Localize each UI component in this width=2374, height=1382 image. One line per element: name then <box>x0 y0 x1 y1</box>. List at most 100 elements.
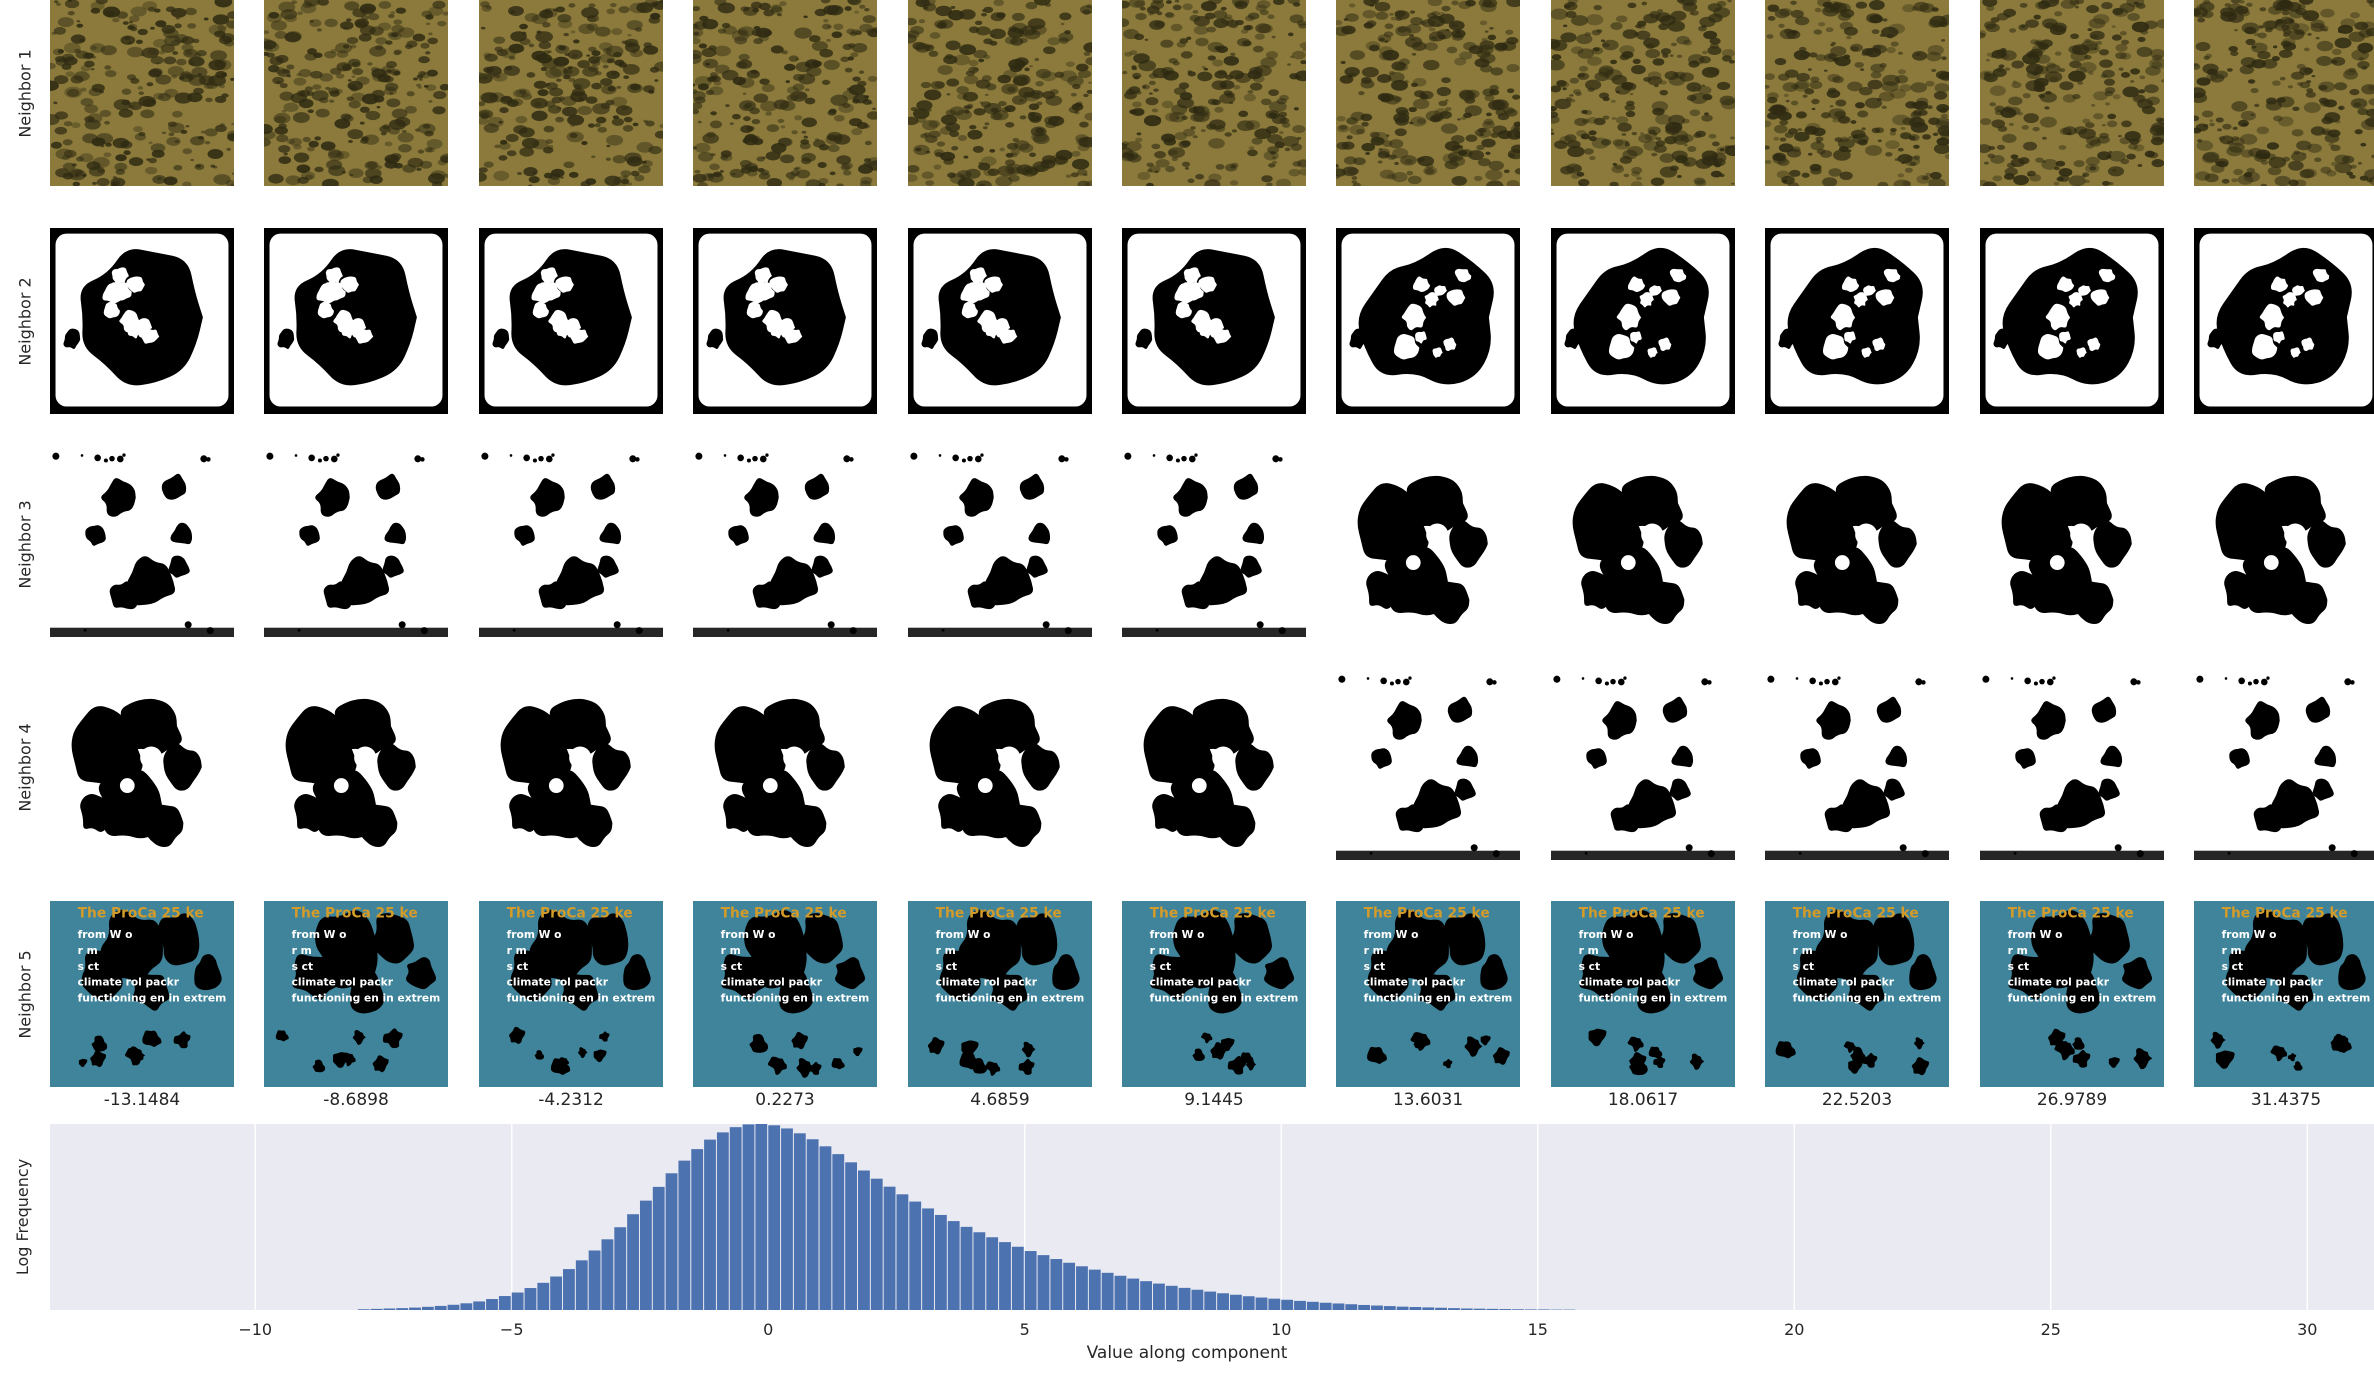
neighbor-image-tile <box>1551 0 1735 186</box>
neighbor-image <box>2194 451 2374 637</box>
histogram-bar <box>524 1288 537 1310</box>
svg-text:The ProCa 25 ke: The ProCa 25 ke <box>1150 906 1276 922</box>
svg-text:r m: r m <box>78 944 98 957</box>
svg-text:functioning en in extrem: functioning en in extrem <box>2008 991 2157 1004</box>
svg-text:r m: r m <box>1579 944 1599 957</box>
neighbor-image <box>1765 0 1949 186</box>
histogram-bar <box>447 1304 460 1310</box>
svg-text:functioning en in extrem: functioning en in extrem <box>721 991 870 1004</box>
neighbor-image <box>1980 228 2164 414</box>
neighbor-image-tile: The ProCa 25 ke from W o r m s ct climate … <box>50 901 234 1087</box>
neighbor-image <box>2194 228 2374 414</box>
neighbor-image-tile <box>50 0 234 186</box>
neighbor-image <box>1980 0 2164 186</box>
histogram-bar <box>742 1124 755 1310</box>
svg-text:s ct: s ct <box>2222 960 2243 973</box>
neighbor-image <box>1336 0 1520 186</box>
neighbor-image <box>2194 0 2374 186</box>
histogram-bar <box>1140 1281 1153 1310</box>
svg-text:functioning en in extrem: functioning en in extrem <box>2222 991 2371 1004</box>
neighbor-image <box>50 451 234 637</box>
x-axis-label: Value along component <box>1087 1343 1288 1363</box>
neighbor-image-tile <box>264 674 448 860</box>
row-label: Neighbor 5 <box>12 901 38 1087</box>
histogram-bar <box>537 1282 550 1310</box>
histogram-bar <box>1037 1255 1050 1310</box>
histogram-bar <box>691 1149 704 1310</box>
histogram-bar <box>1345 1304 1358 1310</box>
svg-text:from W o: from W o <box>292 928 347 941</box>
svg-text:s ct: s ct <box>1793 960 1814 973</box>
neighbor-image <box>908 451 1092 637</box>
histogram-bar <box>1255 1297 1268 1310</box>
column-value-label: 9.1445 <box>1184 1090 1244 1110</box>
neighbor-image <box>1551 0 1735 186</box>
histogram-bar <box>396 1308 409 1310</box>
svg-text:climate rol packr: climate rol packr <box>78 976 180 989</box>
neighbor-image <box>693 451 877 637</box>
neighbor-image <box>264 228 448 414</box>
neighbor-image-tile <box>50 451 234 637</box>
svg-text:The ProCa 25 ke: The ProCa 25 ke <box>2222 906 2348 922</box>
histogram-bar <box>1011 1246 1024 1310</box>
svg-text:s ct: s ct <box>507 960 528 973</box>
svg-text:r m: r m <box>1793 944 1813 957</box>
histogram-bar <box>755 1124 768 1310</box>
svg-text:from W o: from W o <box>2222 928 2277 941</box>
svg-text:The ProCa 25 ke: The ProCa 25 ke <box>936 906 1062 922</box>
row-label-text: Neighbor 2 <box>15 276 35 366</box>
neighbor-image-tile <box>1336 674 1520 860</box>
y-axis-label: Log Frequency <box>13 1159 32 1275</box>
neighbor-image-tile: The ProCa 25 ke from W o r m s ct climate … <box>693 901 877 1087</box>
neighbor-image <box>264 674 448 860</box>
neighbor-image-tile <box>1122 674 1306 860</box>
neighbor-image <box>1122 0 1306 186</box>
neighbor-image-tile <box>1551 674 1735 860</box>
neighbor-image <box>1765 674 1949 860</box>
histogram-bar <box>1294 1300 1306 1310</box>
histogram-bar <box>473 1301 486 1310</box>
histogram-bar <box>1396 1306 1409 1310</box>
neighbor-image-tile <box>264 451 448 637</box>
neighbor-image: The ProCa 25 ke from W o r m s ct climate … <box>1980 901 2164 1087</box>
x-tick-label: 15 <box>1528 1320 1548 1339</box>
histogram-bar <box>960 1226 973 1310</box>
x-tick-label: −10 <box>238 1320 272 1339</box>
neighbor-image <box>1980 451 2164 637</box>
neighbor-image-tile <box>479 0 663 186</box>
histogram-bar <box>434 1305 447 1310</box>
neighbor-image-tile <box>1765 228 1949 414</box>
neighbor-image <box>1765 451 1949 637</box>
histogram-bar <box>460 1303 473 1310</box>
neighbor-image <box>908 228 1092 414</box>
histogram-chart: −10 −5 0 5 10 15 20 25 30 Value along component Lo… <box>13 1124 2374 1363</box>
svg-text:The ProCa 25 ke: The ProCa 25 ke <box>1793 906 1919 922</box>
svg-text:climate rol packr: climate rol packr <box>292 976 394 989</box>
neighbor-image-tile <box>1122 451 1306 637</box>
svg-text:The ProCa 25 ke: The ProCa 25 ke <box>2008 906 2134 922</box>
histogram-bar <box>909 1201 922 1310</box>
neighbor-image-tile <box>1122 0 1306 186</box>
neighbor-image <box>693 0 877 186</box>
histogram-bar <box>409 1307 421 1310</box>
neighbor-image-tile <box>2194 0 2374 186</box>
histogram-panel: −10 −5 0 5 10 15 20 25 30 Value along component Lo… <box>0 1110 2374 1382</box>
histogram-bar <box>601 1239 614 1310</box>
histogram-bar <box>1242 1296 1255 1310</box>
histogram-bar <box>1358 1304 1371 1310</box>
neighbor-image-tile <box>2194 451 2374 637</box>
svg-text:The ProCa 25 ke: The ProCa 25 ke <box>292 906 418 922</box>
neighbor-image-tile <box>908 674 1092 860</box>
svg-text:r m: r m <box>936 944 956 957</box>
neighbor-image-tile <box>264 0 448 186</box>
histogram-bar <box>1088 1269 1101 1310</box>
neighbor-image-tile <box>50 228 234 414</box>
svg-text:The ProCa 25 ke: The ProCa 25 ke <box>1364 906 1490 922</box>
histogram-bar <box>986 1237 999 1310</box>
neighbor-image-tile: The ProCa 25 ke from W o r m s ct climate … <box>2194 901 2374 1087</box>
column-value-label: 31.4375 <box>2250 1090 2322 1110</box>
svg-text:functioning en in extrem: functioning en in extrem <box>1364 991 1513 1004</box>
svg-text:climate rol packr: climate rol packr <box>721 976 823 989</box>
row-label: Neighbor 4 <box>12 674 38 860</box>
neighbor-image-tile <box>693 674 877 860</box>
